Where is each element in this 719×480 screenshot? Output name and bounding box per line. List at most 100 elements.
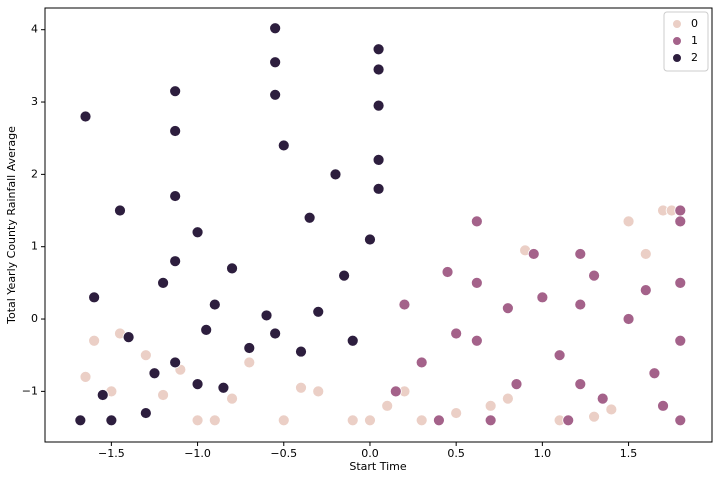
point [269,88,282,101]
point [114,204,126,217]
point [574,248,587,260]
point [470,334,483,347]
y-tick-label: 1 [31,240,38,253]
point [470,215,483,228]
point [346,334,359,347]
y-tick-label: 3 [31,95,38,108]
point [648,367,661,380]
point [88,291,101,304]
point [105,414,118,427]
point [122,331,135,344]
point [381,399,394,412]
point [338,269,351,282]
point [269,56,282,69]
point [74,414,87,427]
point [303,211,316,224]
point [450,407,463,419]
legend-label: 2 [691,51,698,64]
point [605,403,618,416]
point [639,284,652,297]
point [657,399,669,412]
point [295,381,307,394]
point [372,182,385,195]
point [277,139,290,152]
point [501,302,514,315]
point [622,313,635,325]
y-axis-label: Total Yearly County Rainfall Average [5,126,18,325]
legend-marker [672,19,682,29]
point [88,334,101,347]
point [169,255,182,268]
point [527,248,540,260]
point [389,385,402,398]
point [312,385,325,398]
y-tick-label: 0 [31,312,38,325]
y-tick-label: 4 [31,23,38,36]
y-tick-label: −1 [22,384,38,397]
point [372,63,385,76]
point [501,392,514,405]
point [562,414,575,427]
point [588,269,600,282]
legend-label: 1 [691,34,698,47]
point [191,414,204,427]
point [674,204,687,217]
point [433,414,445,427]
point [169,85,182,98]
x-tick-label: 0.5 [447,447,465,460]
point [415,356,428,369]
point [200,323,213,336]
point [674,215,687,228]
point [208,298,221,311]
point [574,298,587,311]
point [484,414,497,427]
point [157,389,169,401]
point [510,378,523,391]
point [243,342,256,354]
point [372,43,385,56]
point [79,110,92,123]
point [226,392,238,405]
point [269,327,282,340]
x-tick-label: 0.0 [361,447,379,460]
x-tick-label: −0.5 [270,447,297,460]
point [450,327,463,340]
point [484,399,497,412]
point [622,215,635,228]
point [639,248,652,260]
point [148,367,161,380]
point [415,414,428,427]
point [79,370,92,383]
legend-label: 0 [691,17,698,30]
point [574,378,587,391]
point [441,266,454,278]
x-tick-label: −1.5 [98,447,125,460]
point [536,291,549,304]
x-tick-label: −1.0 [184,447,211,460]
point [269,22,282,35]
point [674,414,687,427]
point [226,262,238,275]
point [372,153,385,166]
point [277,414,290,427]
point [312,305,325,318]
y-tick-label: 2 [31,167,38,180]
point [364,414,376,427]
point [139,407,152,419]
legend-marker [672,36,682,46]
point [470,276,483,289]
point [217,381,230,394]
legend-marker [672,53,682,63]
point [191,226,204,239]
point [169,356,182,369]
point [208,414,221,427]
point [157,276,169,289]
point [364,233,376,246]
x-tick-label: 1.5 [620,447,638,460]
point [372,99,385,112]
point [329,168,342,181]
point [260,309,273,322]
point [674,276,687,289]
point [398,298,411,311]
point [243,356,256,369]
